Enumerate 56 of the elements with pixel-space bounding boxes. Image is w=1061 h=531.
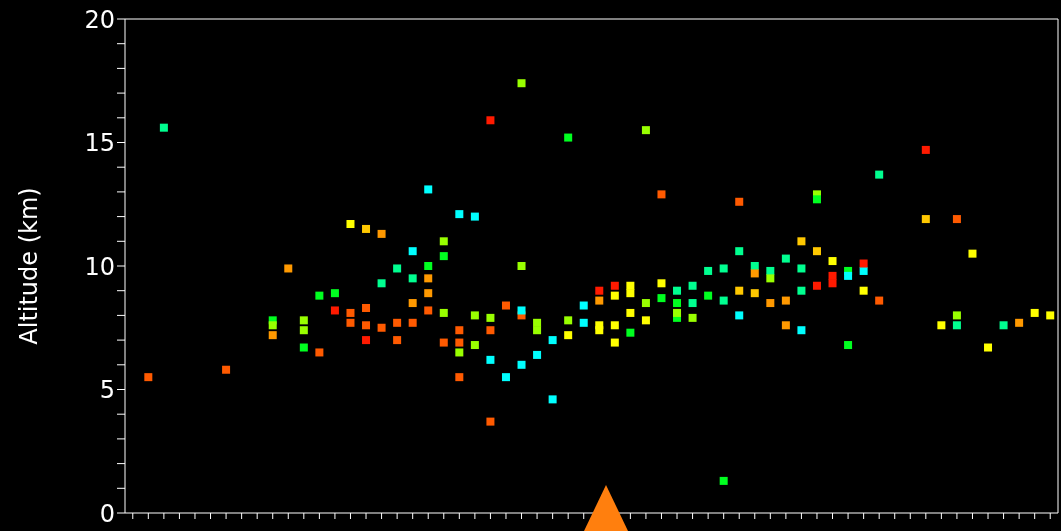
y-tick-label: 0	[99, 499, 115, 528]
point	[455, 338, 464, 347]
point	[984, 343, 993, 352]
point	[486, 417, 495, 426]
point	[859, 286, 868, 295]
point	[517, 79, 526, 88]
point	[377, 229, 386, 238]
point	[735, 286, 744, 295]
point	[921, 215, 930, 224]
point	[377, 279, 386, 288]
point	[968, 249, 977, 258]
y-tick-label: 5	[99, 376, 115, 405]
y-axis-title: Altitude (km)	[14, 187, 43, 345]
point	[952, 321, 961, 330]
point	[455, 373, 464, 382]
point	[268, 331, 277, 340]
point	[393, 336, 402, 345]
point	[424, 262, 433, 270]
point	[1046, 311, 1055, 320]
point	[750, 269, 759, 278]
y-tick-label: 20	[84, 5, 115, 34]
point	[362, 224, 371, 233]
point	[735, 197, 744, 206]
point	[812, 247, 821, 256]
point	[781, 296, 790, 305]
point	[424, 306, 433, 315]
point	[750, 289, 759, 298]
point	[408, 274, 417, 283]
point	[424, 289, 433, 298]
point	[408, 299, 417, 308]
point	[486, 116, 495, 125]
point	[362, 303, 371, 312]
point	[610, 321, 619, 330]
point	[595, 296, 604, 305]
point	[377, 323, 386, 332]
point	[766, 299, 775, 308]
point	[284, 264, 293, 273]
point	[673, 286, 682, 295]
y-tick-label: 15	[84, 129, 115, 158]
point	[455, 210, 464, 219]
y-tick-label: 10	[84, 252, 115, 281]
point	[315, 348, 324, 357]
point	[797, 237, 806, 246]
point	[346, 220, 355, 229]
point	[875, 296, 884, 305]
point	[781, 321, 790, 330]
point	[1015, 318, 1024, 327]
point	[688, 281, 697, 290]
point	[424, 274, 433, 283]
point	[439, 338, 448, 347]
point	[346, 308, 355, 317]
point	[937, 321, 946, 330]
point	[1030, 308, 1039, 317]
point	[393, 264, 402, 273]
point	[486, 326, 495, 335]
point	[797, 286, 806, 295]
